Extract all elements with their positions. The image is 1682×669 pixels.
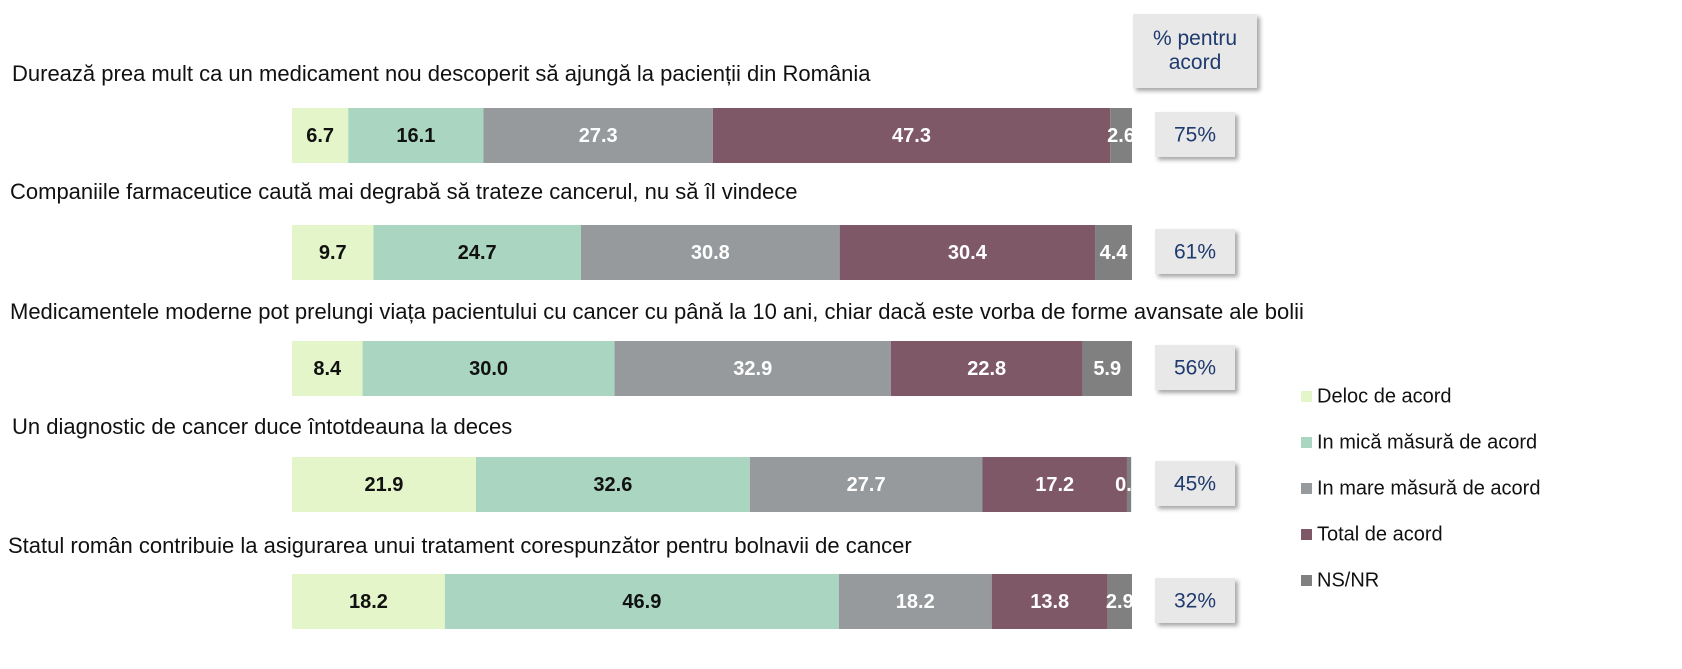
value-label: 27.7 [847, 474, 886, 496]
bar-segment [1095, 225, 1132, 280]
agree-label: 56% [1174, 357, 1216, 380]
bar-segment [1107, 574, 1132, 629]
bar-segment [580, 225, 840, 280]
bar-segment [890, 341, 1083, 396]
bar-segment [838, 574, 992, 629]
legend-label: NS/NR [1317, 569, 1379, 591]
agree-box [1155, 229, 1235, 274]
value-label: 2.6 [1107, 125, 1135, 147]
bar-segment [475, 457, 750, 512]
row-title: Medicamentele moderne pot prelungi viața… [10, 299, 1304, 324]
legend-swatch [1301, 391, 1312, 402]
value-label: 16.1 [396, 125, 435, 147]
bar-segment [373, 225, 581, 280]
bar-segment [712, 108, 1111, 163]
bar-segment [1126, 457, 1132, 512]
legend-label: Deloc de acord [1317, 385, 1452, 407]
agree-label: 75% [1174, 124, 1216, 147]
bar-segment [749, 457, 983, 512]
agree-box [1155, 578, 1235, 623]
value-label: 13.8 [1030, 591, 1069, 613]
value-label: 27.3 [579, 125, 618, 147]
value-label: 30.4 [948, 242, 988, 264]
value-label: 22.8 [967, 358, 1006, 380]
bar-segment [292, 108, 349, 163]
bar-segment [362, 341, 615, 396]
row-title: Un diagnostic de cancer duce întotdeauna… [12, 414, 512, 439]
value-label: 46.9 [622, 591, 661, 613]
bar-segment [292, 341, 363, 396]
legend-label: In mare măsură de acord [1317, 477, 1540, 499]
value-label: 18.2 [896, 591, 935, 613]
bar-segment [483, 108, 713, 163]
value-label: 17.2 [1035, 474, 1074, 496]
bar-segment [614, 341, 891, 396]
value-label: 18.2 [349, 591, 388, 613]
legend-swatch [1301, 437, 1312, 448]
row-title: Durează prea mult ca un medicament nou d… [12, 61, 871, 86]
bar-segment [839, 225, 1096, 280]
value-label: 2.9 [1106, 591, 1134, 613]
bar-segment [1110, 108, 1132, 163]
bar-segment [991, 574, 1108, 629]
agree-label: 61% [1174, 241, 1216, 264]
bar-segment [444, 574, 839, 629]
value-label: 6.7 [306, 125, 334, 147]
agree-header-box [1133, 14, 1257, 88]
value-label: 32.6 [593, 474, 632, 496]
legend-swatch [1301, 483, 1312, 494]
value-label: 47.3 [892, 125, 931, 147]
bar-segment [292, 457, 476, 512]
value-label: 4.4 [1100, 242, 1129, 264]
legend-label: Total de acord [1317, 523, 1443, 545]
agree-header: % pentru acord [1153, 27, 1237, 74]
bar-segment [982, 457, 1127, 512]
bar-segment [292, 574, 445, 629]
legend-swatch [1301, 575, 1312, 586]
row-title: Companiile farmaceutice caută mai degrab… [10, 179, 798, 204]
agree-label: 45% [1174, 473, 1216, 496]
bar-segment [292, 225, 374, 280]
bar-segment [348, 108, 484, 163]
agree-box [1155, 112, 1235, 157]
bar-segment [1082, 341, 1132, 396]
value-label: 9.7 [319, 242, 347, 264]
value-label: 5.9 [1093, 358, 1121, 380]
legend-label: In mică măsură de acord [1317, 431, 1537, 453]
value-label: 24.7 [458, 242, 497, 264]
value-label: 32.9 [733, 358, 772, 380]
row-title: Statul român contribuie la asigurarea un… [8, 533, 912, 558]
value-label: 21.9 [365, 474, 404, 496]
value-label: 8.4 [313, 358, 342, 380]
agree-box [1155, 461, 1235, 506]
value-label: 30.8 [691, 242, 730, 264]
value-label: 0.5 [1115, 474, 1143, 496]
agree-box [1155, 345, 1235, 390]
legend-swatch [1301, 529, 1312, 540]
agree-label: 32% [1174, 590, 1216, 613]
value-label: 30.0 [469, 358, 508, 380]
